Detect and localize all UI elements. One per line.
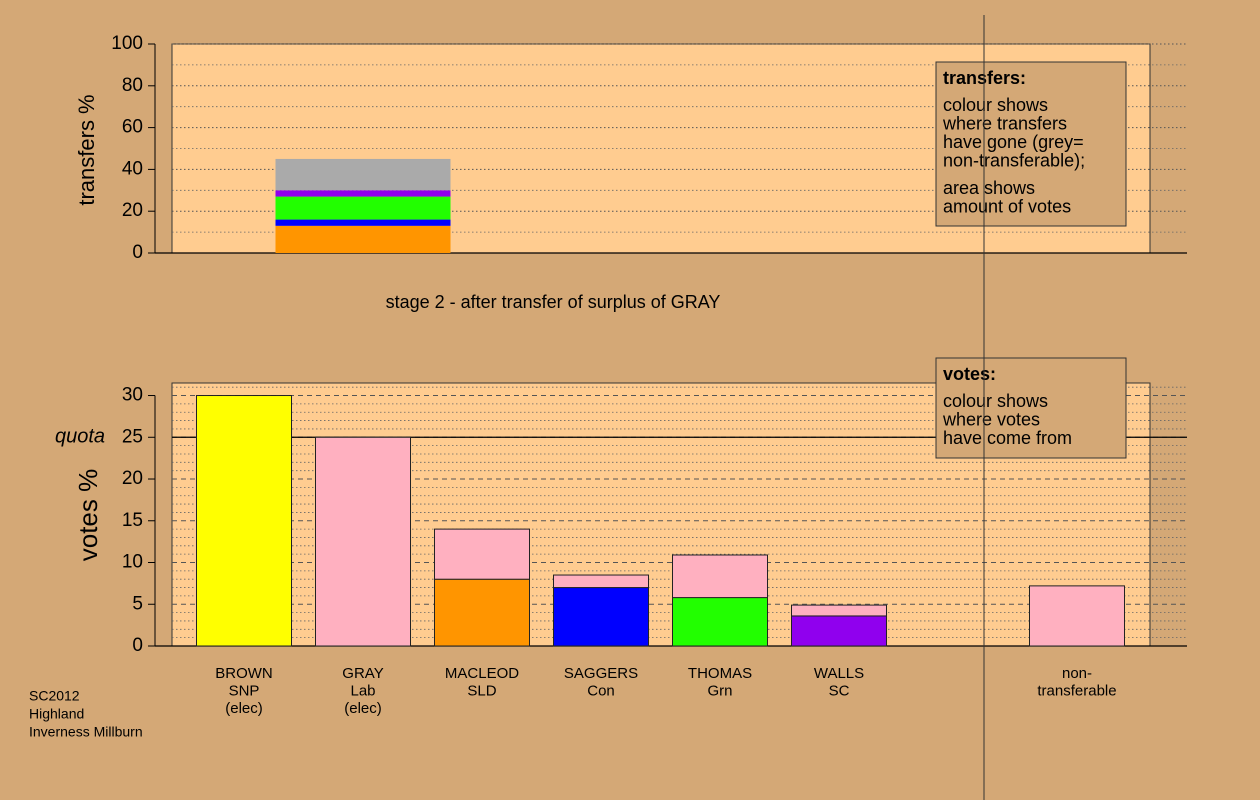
legend-title: votes: bbox=[943, 364, 996, 384]
bar-segment bbox=[1029, 585, 1125, 647]
footer-text: Inverness Millburn bbox=[29, 724, 143, 740]
legend-box bbox=[935, 61, 1127, 227]
y-axis-label: transfers % bbox=[74, 94, 99, 205]
legend-box bbox=[935, 357, 1127, 459]
x-tick-label: transferable bbox=[1037, 682, 1116, 699]
legend-text: have come from bbox=[943, 428, 1072, 448]
bar-segment bbox=[275, 196, 451, 220]
bar-segment bbox=[196, 395, 292, 647]
bar-segment bbox=[315, 436, 411, 647]
legend-text: non-transferable); bbox=[943, 150, 1085, 170]
bar-segment bbox=[275, 158, 451, 191]
x-tick-label: MACLEOD bbox=[445, 665, 519, 682]
legend-text: where transfers bbox=[942, 113, 1067, 133]
y-tick-label: 15 bbox=[122, 510, 143, 531]
x-tick-label: WALLS bbox=[814, 665, 864, 682]
y-tick-label: 30 bbox=[122, 385, 143, 406]
legend-text: have gone (grey= bbox=[943, 132, 1084, 152]
footer-text: SC2012 bbox=[29, 688, 80, 704]
x-tick-label: THOMAS bbox=[688, 665, 752, 682]
legend-text: amount of votes bbox=[943, 196, 1071, 216]
x-tick-label: GRAY bbox=[342, 665, 383, 682]
legend-title: transfers: bbox=[943, 68, 1026, 88]
x-tick-label: Grn bbox=[707, 682, 732, 699]
bar-segment bbox=[553, 574, 649, 589]
y-tick-label: 60 bbox=[122, 117, 143, 138]
y-tick-label: 25 bbox=[122, 426, 143, 447]
footer-text: Highland bbox=[29, 706, 84, 722]
y-tick-label: 0 bbox=[132, 242, 143, 263]
legend-text: where votes bbox=[942, 409, 1040, 429]
quota-label: quota bbox=[55, 426, 105, 448]
y-tick-label: 80 bbox=[122, 75, 143, 96]
y-tick-label: 20 bbox=[122, 200, 143, 221]
x-tick-label: (elec) bbox=[344, 700, 382, 717]
y-axis-label: votes % bbox=[73, 469, 103, 562]
x-tick-label: Lab bbox=[350, 682, 375, 699]
legend-text: colour shows bbox=[943, 391, 1048, 411]
bar-segment bbox=[275, 225, 451, 253]
y-tick-label: 100 bbox=[111, 33, 143, 54]
y-tick-label: 40 bbox=[122, 158, 143, 179]
x-tick-label: SNP bbox=[229, 682, 260, 699]
legend-text: colour shows bbox=[943, 95, 1048, 115]
legend-text: area shows bbox=[943, 178, 1035, 198]
y-tick-label: 0 bbox=[132, 635, 143, 656]
bar-segment bbox=[553, 587, 649, 647]
x-tick-label: BROWN bbox=[215, 665, 273, 682]
y-tick-label: 10 bbox=[122, 552, 143, 573]
bar-segment bbox=[791, 615, 887, 647]
y-tick-label: 20 bbox=[122, 468, 143, 489]
x-tick-label: non- bbox=[1062, 665, 1092, 682]
bar-segment bbox=[791, 604, 887, 617]
x-tick-label: SC bbox=[829, 682, 850, 699]
x-tick-label: SLD bbox=[467, 682, 496, 699]
bar-segment bbox=[434, 528, 530, 580]
bar-segment bbox=[275, 190, 451, 197]
caption: stage 2 - after transfer of surplus of G… bbox=[386, 292, 721, 312]
x-tick-label: SAGGERS bbox=[564, 665, 638, 682]
y-tick-label: 5 bbox=[132, 593, 143, 614]
bar-segment bbox=[672, 597, 768, 647]
bar-segment bbox=[275, 219, 451, 226]
bar-segment bbox=[434, 578, 530, 647]
x-tick-label: (elec) bbox=[225, 700, 263, 717]
bar-segment bbox=[672, 554, 768, 599]
x-tick-label: Con bbox=[587, 682, 615, 699]
